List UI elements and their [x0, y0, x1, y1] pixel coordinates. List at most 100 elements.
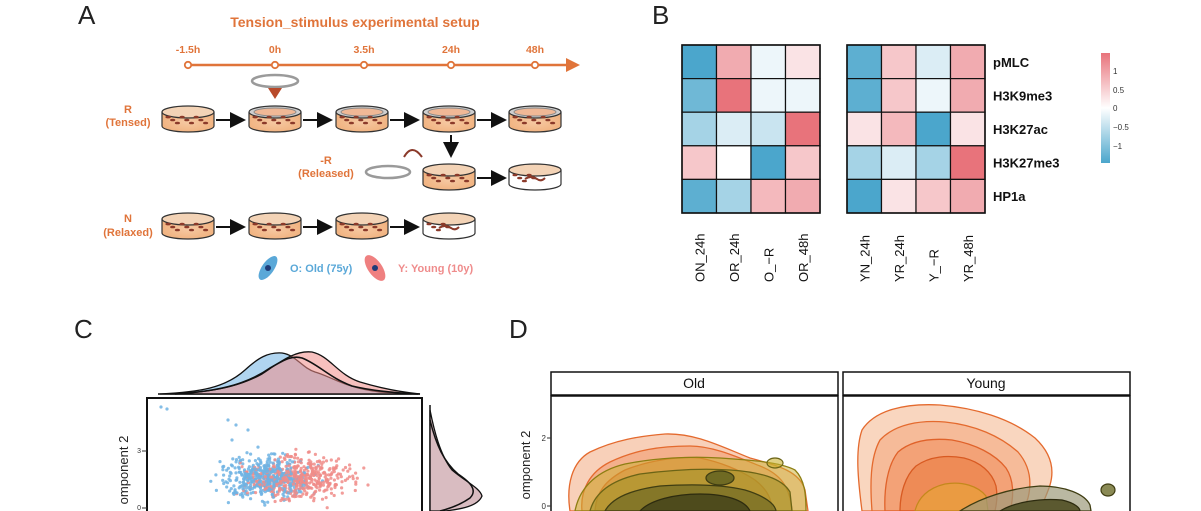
timeline-tick	[530, 60, 540, 70]
row-minus-r-label: -R (Released)	[298, 155, 354, 180]
heatmap-cell	[784, 145, 821, 181]
heatmap-young	[846, 44, 986, 214]
legend-young: Y: Young (10y)	[364, 255, 474, 281]
heatmap-cell	[846, 111, 883, 147]
timeline-label: 48h	[526, 44, 544, 56]
heatmap-cell	[846, 178, 883, 214]
heatmap-cell	[949, 145, 986, 181]
heatmap-cell	[949, 178, 986, 214]
legend-tick-label: 0	[1113, 104, 1118, 113]
heatmap-cell	[846, 44, 883, 80]
panel-a-title: Tension_stimulus experimental setup	[230, 14, 479, 30]
culture-dish-icon	[248, 105, 302, 133]
heatmap-column-label: ON_24h	[692, 234, 707, 282]
panel-d-ytick-2: 2	[542, 434, 547, 443]
heatmap-cell	[681, 77, 718, 113]
timeline-label: -1.5h	[176, 44, 201, 56]
heatmap-column-label: Y_−R	[926, 249, 941, 282]
heatmap-cell	[784, 178, 821, 214]
heatmap-row-label: H3K27me3	[993, 156, 1060, 171]
timeline-tick	[183, 60, 193, 70]
contours-old	[568, 433, 809, 511]
heatmap-cell	[784, 44, 821, 80]
row-n-label: N (Relaxed)	[103, 213, 153, 239]
heatmap-cell	[715, 145, 752, 181]
heatmap-cell	[915, 44, 952, 80]
scatter-points	[159, 405, 370, 510]
heatmap-cell	[784, 111, 821, 147]
heatmap-cell	[715, 44, 752, 80]
release-ring-icon	[364, 164, 412, 180]
culture-dish-icon	[161, 105, 215, 133]
timeline-label: 24h	[442, 44, 460, 56]
heatmap-cell	[681, 111, 718, 147]
culture-dish-icon	[508, 105, 562, 133]
heatmap-cell	[750, 77, 787, 113]
heatmap-cell	[715, 111, 752, 147]
heatmap-cell	[750, 44, 787, 80]
svg-text:(Tensed): (Tensed)	[105, 117, 150, 129]
panel-c-ytick-3: 3	[137, 448, 141, 455]
svg-text:(Relaxed): (Relaxed)	[103, 227, 153, 239]
heatmap-cell	[880, 111, 917, 147]
svg-text:Y: Young (10y): Y: Young (10y)	[398, 263, 474, 275]
panel-c: C omponent 2 3 0	[74, 314, 483, 511]
heatmap-cell	[846, 77, 883, 113]
culture-dish-icon	[248, 212, 302, 240]
heatmap-cell	[715, 178, 752, 214]
facet-label-young: Young	[966, 375, 1005, 391]
heatmap-cell	[880, 77, 917, 113]
heatmap-cell	[681, 44, 718, 80]
culture-dish-icon	[335, 212, 389, 240]
heatmap-cell	[915, 77, 952, 113]
heatmap-column-label: OR_48h	[796, 234, 811, 282]
color-legend: 1 0.5 0 −0.5 −1	[1101, 53, 1129, 163]
curved-arrow-icon	[403, 149, 423, 158]
heatmap-cell	[784, 77, 821, 113]
heatmap-cell	[915, 145, 952, 181]
heatmap-cell	[681, 178, 718, 214]
legend-tick-label: −0.5	[1113, 123, 1129, 132]
heatmap-cell	[880, 145, 917, 181]
timeline-tick	[446, 60, 456, 70]
culture-dish-icon	[508, 163, 562, 191]
legend-tick-label: 1	[1113, 67, 1118, 76]
panel-c-ylabel: omponent 2	[116, 436, 131, 505]
culture-dish-icon	[161, 212, 215, 240]
heatmap-column-label: YR_24h	[892, 235, 907, 282]
legend-old: O: Old (75y)	[258, 256, 353, 280]
timeline: -1.5h 0h 3.5h 24h 48h	[176, 44, 580, 72]
heatmap-cell	[949, 111, 986, 147]
culture-dish-icon	[422, 163, 476, 191]
heatmap-cell	[750, 111, 787, 147]
culture-dish-icon	[335, 105, 389, 133]
heatmap-column-labels: ON_24h OR_24h O_−R OR_48h YN_24h YR_24h Y_−R YR…	[692, 234, 976, 282]
heatmap-row-label: H3K27ac	[993, 122, 1048, 137]
heatmap-cell	[846, 145, 883, 181]
heatmap-column-label: YN_24h	[857, 235, 872, 282]
heatmap-old	[681, 44, 821, 214]
row-r-label: R (Tensed)	[105, 104, 150, 129]
contours-young	[857, 404, 1116, 511]
panel-a-letter: A	[78, 0, 96, 30]
heatmap-column-label: YR_48h	[961, 235, 976, 282]
legend-tick-label: −1	[1113, 142, 1123, 151]
svg-text:(Released): (Released)	[298, 168, 354, 180]
timeline-label: 3.5h	[353, 44, 374, 56]
timeline-label: 0h	[269, 44, 281, 56]
culture-dish-icon	[422, 105, 476, 133]
panel-d: D Old Young	[509, 314, 1131, 511]
heatmap-cell	[880, 44, 917, 80]
svg-text:-R: -R	[320, 155, 332, 167]
panel-d-ylabel: omponent 2	[518, 431, 533, 500]
heatmap-cell	[715, 77, 752, 113]
heatmap-cell	[949, 44, 986, 80]
heatmap-cell	[880, 178, 917, 214]
panel-d-letter: D	[509, 314, 528, 344]
timeline-tick	[359, 60, 369, 70]
panel-c-letter: C	[74, 314, 93, 344]
panel-a: A Tension_stimulus experimental setup -1…	[78, 0, 580, 281]
right-density	[429, 405, 483, 511]
heatmap-row-label: HP1a	[993, 189, 1026, 204]
